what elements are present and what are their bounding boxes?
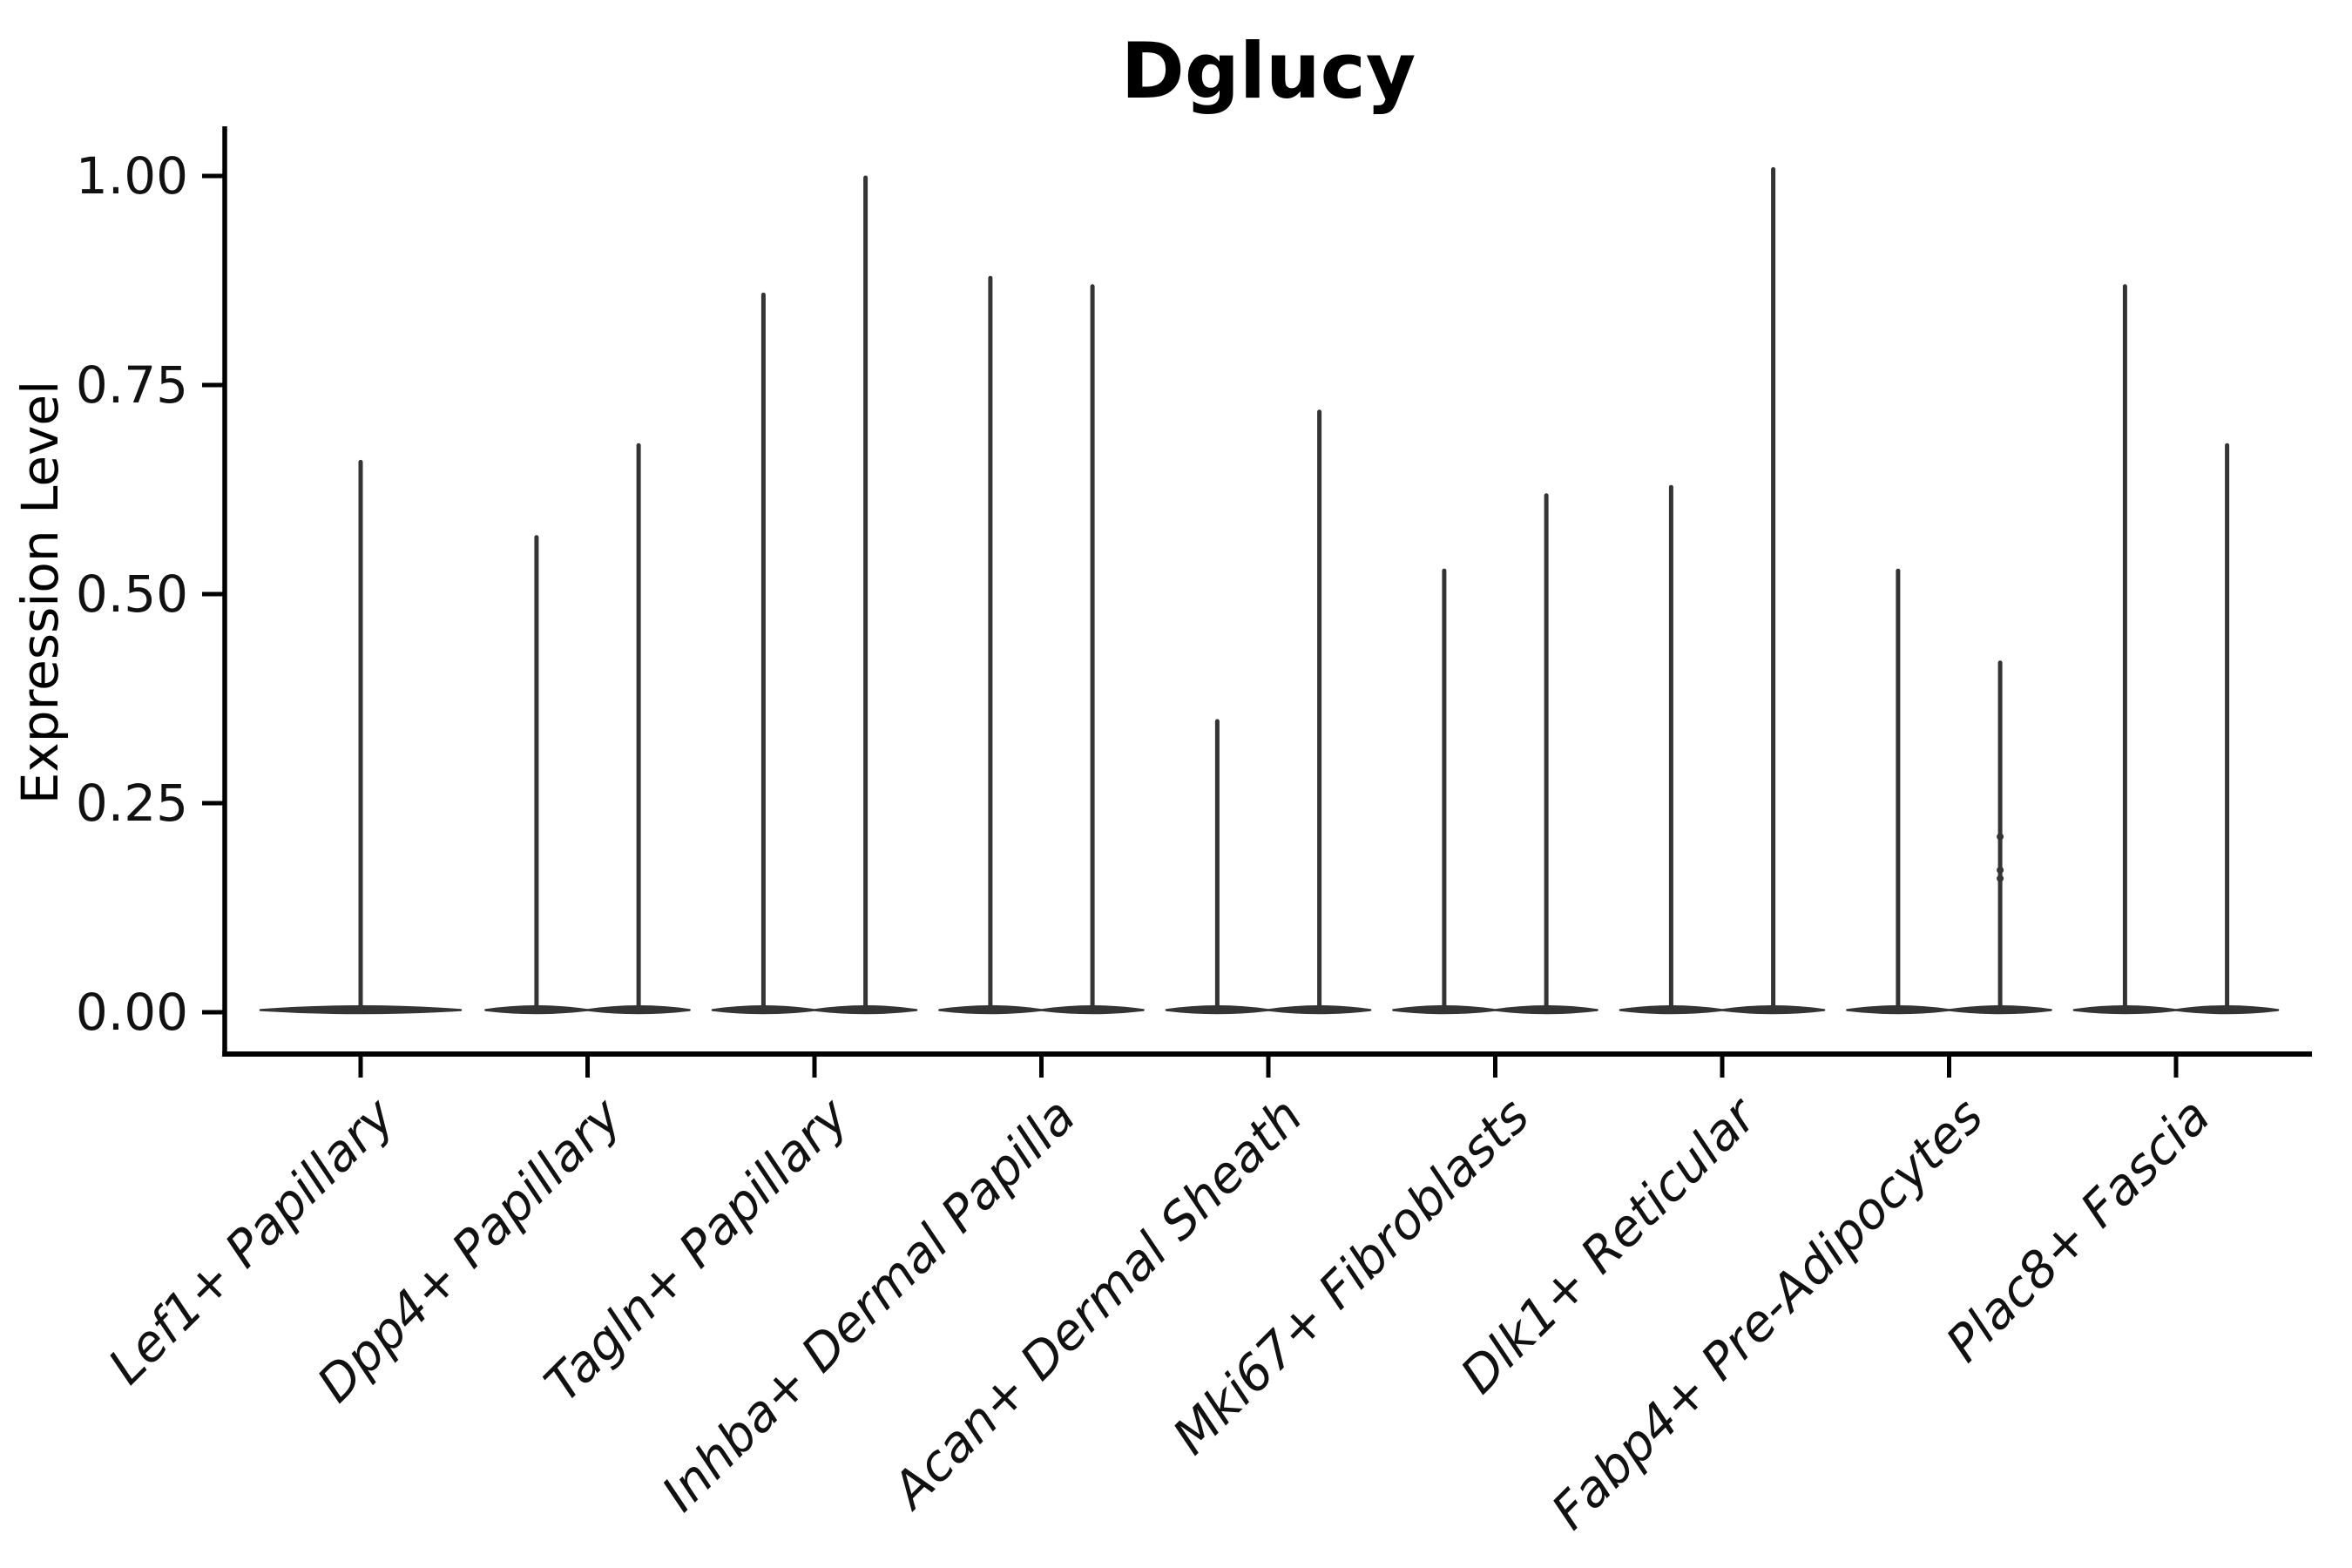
y-tick-label: 0.25 [76, 774, 188, 833]
x-tick-label: Inhba+ Dermal Papilla [652, 1087, 1087, 1523]
y-tick-label: 1.00 [76, 146, 188, 206]
expression-point [1997, 833, 2004, 841]
violins-layer [259, 166, 2280, 1015]
expression-point [1997, 866, 2004, 874]
x-tick-label: Acan+ Dermal Sheath [879, 1087, 1313, 1521]
y-tick-label: 0.00 [76, 983, 188, 1042]
expression-point [1997, 875, 2004, 882]
y-axis-label: Expression Level [10, 381, 70, 804]
y-tick-label: 0.50 [76, 564, 188, 624]
y-tick-label: 0.75 [76, 355, 188, 415]
chart-title: Dglucy [1121, 26, 1416, 116]
x-tick-label: Fabp4+ Pre-Adipocytes [1541, 1087, 1994, 1540]
axes: 0.00 0.25 0.50 0.75 1.00 [76, 126, 2312, 1078]
